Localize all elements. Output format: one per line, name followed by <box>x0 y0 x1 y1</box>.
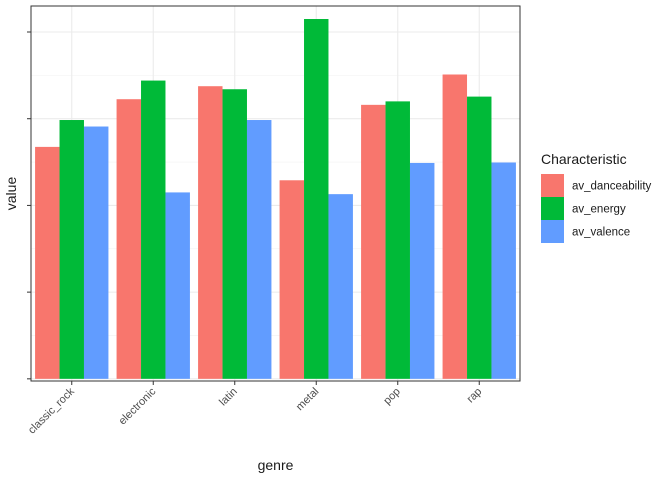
bar-rap-av_energy <box>467 96 492 379</box>
bar-metal-av_danceability <box>279 180 305 379</box>
bar-classic_rock-av_energy <box>59 120 84 379</box>
legend-key-av_valence <box>541 220 564 243</box>
bar-pop-av_valence <box>409 162 435 379</box>
x-tick-label-pop: pop <box>381 386 402 407</box>
x-tick-label-rap: rap <box>465 386 485 406</box>
x-tick-label-classic_rock: classic_rock <box>26 385 77 436</box>
panel-background <box>31 6 520 381</box>
bar-metal-av_energy <box>304 19 329 379</box>
legend-title: Characteristic <box>541 151 627 167</box>
bar-rap-av_danceability <box>442 74 468 379</box>
x-tick-label-latin: latin <box>217 386 240 409</box>
bar-electronic-av_danceability <box>116 99 142 379</box>
bar-metal-av_valence <box>328 194 353 379</box>
x-tick-label-metal: metal <box>294 386 322 414</box>
legend-label-av_valence: av_valence <box>572 227 630 239</box>
bar-latin-av_energy <box>222 89 247 379</box>
bar-electronic-av_valence <box>165 192 190 379</box>
legend-key-av_danceability <box>541 174 564 197</box>
bar-electronic-av_energy <box>141 80 166 379</box>
legend-label-av_danceability: av_danceability <box>572 181 652 193</box>
bar-latin-av_danceability <box>198 86 223 379</box>
bar-classic_rock-av_valence <box>83 126 109 379</box>
bar-pop-av_energy <box>385 101 410 379</box>
bar-pop-av_danceability <box>361 104 386 379</box>
bars-layer <box>35 19 516 379</box>
legend-key-av_energy <box>541 197 564 220</box>
x-axis-title: genre <box>258 457 294 473</box>
bar-rap-av_valence <box>491 162 516 379</box>
legend: Characteristic av_danceability av_energya… <box>541 151 652 243</box>
x-tick-label-electronic: electronic <box>117 385 159 427</box>
bar-latin-av_valence <box>246 120 272 379</box>
legend-label-av_energy: av_energy <box>572 204 626 216</box>
bar-classic_rock-av_danceability <box>35 146 60 379</box>
y-axis-title: value <box>3 177 19 211</box>
panel-border <box>30 5 521 382</box>
